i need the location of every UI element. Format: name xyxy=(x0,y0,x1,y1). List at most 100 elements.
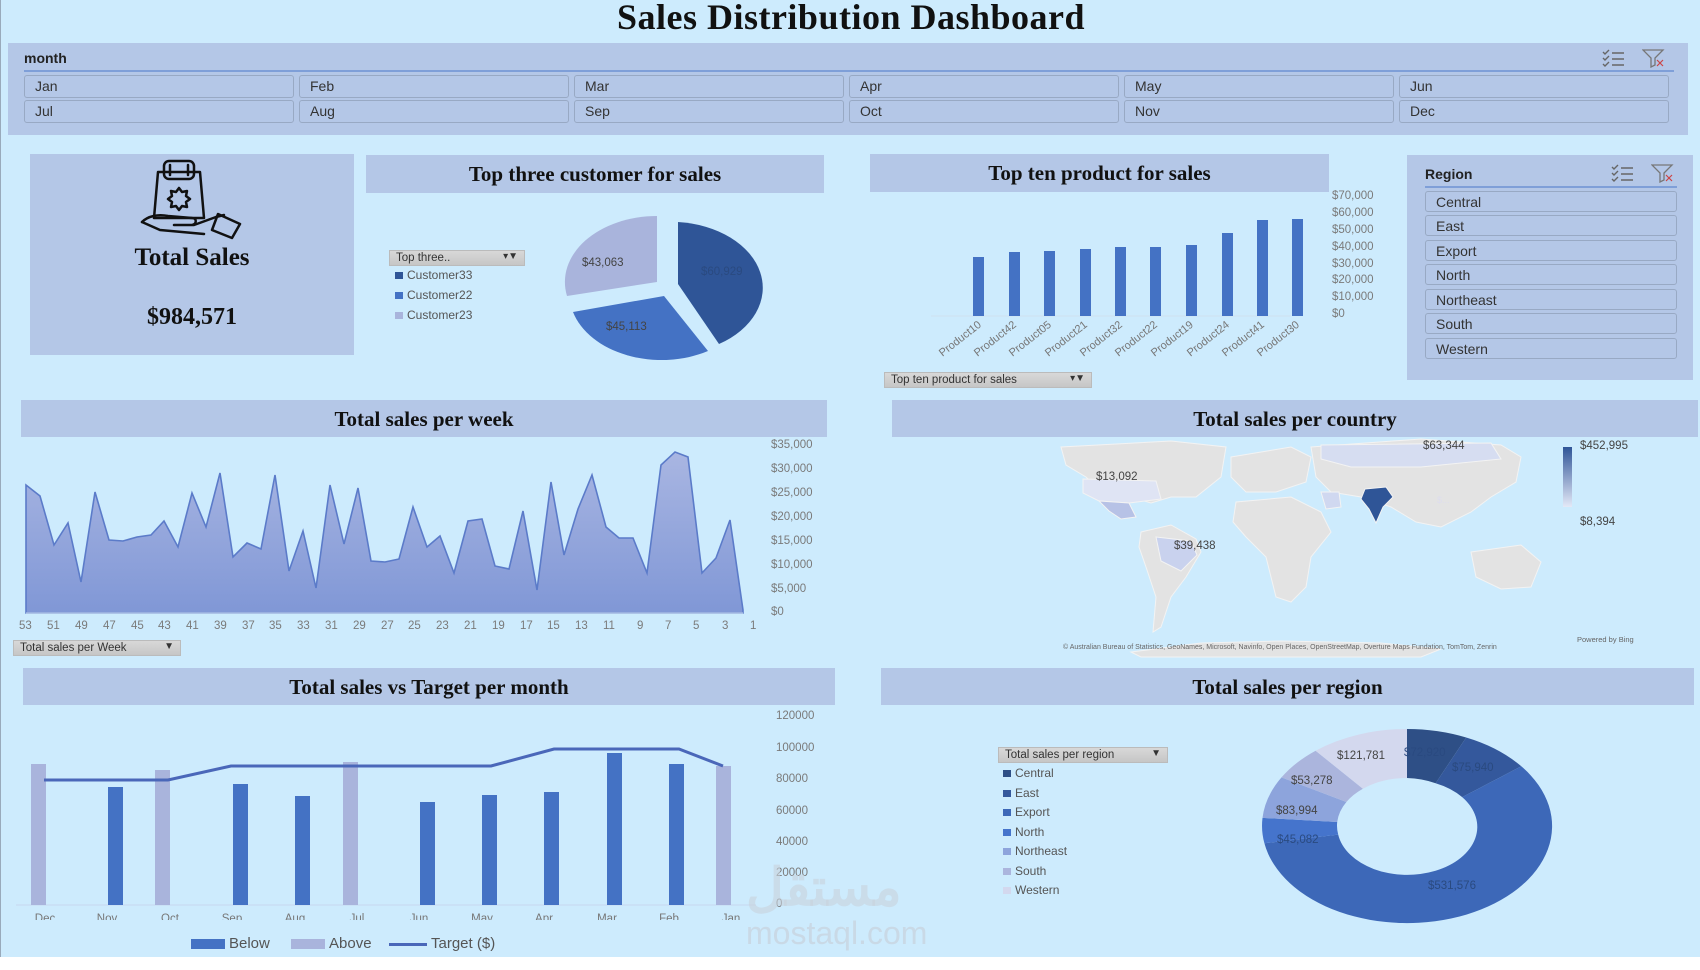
weekly-area-chart xyxy=(25,451,744,614)
month-item-jan[interactable]: Jan xyxy=(24,75,294,98)
region-item-north[interactable]: North xyxy=(1425,264,1677,285)
multi-select-icon[interactable] xyxy=(1611,164,1635,182)
region-item-east[interactable]: East xyxy=(1425,215,1677,236)
legend-item: Customer33 xyxy=(395,268,472,282)
bar-below-may xyxy=(482,795,497,905)
total-sales-label: Total Sales xyxy=(134,244,250,271)
month-item-feb[interactable]: Feb xyxy=(299,75,569,98)
month-item-oct[interactable]: Oct xyxy=(849,100,1119,123)
map-india xyxy=(1360,486,1394,525)
map-antarctica xyxy=(1129,640,1442,658)
map-attribution: © Australian Bureau of Statistics, GeoNa… xyxy=(1063,644,1497,651)
region-item-central[interactable]: Central xyxy=(1425,191,1677,212)
legend-item: South xyxy=(1003,864,1046,878)
legend-item: East xyxy=(1003,786,1039,800)
x-tick: Mar xyxy=(597,913,617,920)
bar-above-jul xyxy=(343,762,358,905)
target-line xyxy=(44,747,724,782)
legend-item: Customer23 xyxy=(395,308,472,322)
weekly-field-label: Total sales per Week xyxy=(20,642,127,654)
donut-label-north: $45,082 xyxy=(1277,834,1319,846)
clear-filter-icon[interactable] xyxy=(1651,163,1675,183)
region-slicer-title: Region xyxy=(1425,166,1473,182)
map-russia xyxy=(1320,442,1502,468)
top-customers-field-button[interactable]: Top three.. ▾▼ xyxy=(389,250,525,266)
month-item-mar[interactable]: Mar xyxy=(574,75,844,98)
weekly-header: Total sales per week xyxy=(21,400,827,437)
bar-below-aug xyxy=(295,796,310,905)
month-item-dec[interactable]: Dec xyxy=(1399,100,1669,123)
x-tick: Jan xyxy=(722,913,741,920)
month-item-apr[interactable]: Apr xyxy=(849,75,1119,98)
monthly-header: Total sales vs Target per month xyxy=(23,668,835,705)
map-brazil xyxy=(1155,536,1198,572)
bar-above-dec xyxy=(31,764,46,905)
month-item-jul[interactable]: Jul xyxy=(24,100,294,123)
map-powered-by: Powered by Bing xyxy=(1577,635,1634,644)
x-tick: Nov xyxy=(97,913,118,920)
legend-target: Target ($) xyxy=(389,935,495,952)
legend-item: Western xyxy=(1003,883,1059,897)
x-tick: Apr xyxy=(535,913,553,920)
bar-below-nov xyxy=(108,787,123,905)
bar-below-feb xyxy=(669,764,684,905)
page-title: Sales Distribution Dashboard xyxy=(616,0,1086,37)
x-tick: Jun xyxy=(410,913,429,920)
x-tick: Dec xyxy=(35,913,56,920)
region-chart-header: Total sales per region xyxy=(881,668,1694,705)
legend-item: Export xyxy=(1003,805,1050,819)
top-customers-pie-chart xyxy=(564,215,763,360)
bar-below-jun xyxy=(420,802,435,905)
donut-label-south: $53,278 xyxy=(1291,775,1333,787)
legend-above: Above xyxy=(291,935,372,952)
dropdown-icon: ▼ xyxy=(1151,748,1161,759)
watermark-latin: mostaql.com xyxy=(746,915,928,951)
map-australia xyxy=(1470,544,1542,590)
clear-filter-icon[interactable] xyxy=(1642,48,1666,68)
map-label-brazil: $39,438 xyxy=(1174,540,1216,552)
region-item-northeast[interactable]: Northeast xyxy=(1425,289,1677,310)
map-europe xyxy=(1230,446,1312,493)
donut-label-northeast: $83,994 xyxy=(1276,805,1318,817)
map-scale-max: $452,995 xyxy=(1580,440,1628,452)
pie-slice-customer33 xyxy=(678,222,763,344)
dropdown-icon: ▼ xyxy=(164,641,174,652)
map-label-usa: $13,092 xyxy=(1096,471,1138,483)
region-item-western[interactable]: Western xyxy=(1425,338,1677,359)
pie-slice-customer22 xyxy=(573,296,708,360)
region-chart-field-label: Total sales per region xyxy=(1005,749,1115,761)
region-slicer-divider xyxy=(1425,186,1677,188)
donut-label-western: $121,781 xyxy=(1337,750,1385,762)
region-item-export[interactable]: Export xyxy=(1425,240,1677,261)
pie-slice-customer23 xyxy=(564,215,657,296)
month-item-jun[interactable]: Jun xyxy=(1399,75,1669,98)
map-color-scale xyxy=(1563,447,1572,507)
region-donut-chart xyxy=(1262,729,1553,924)
month-item-sep[interactable]: Sep xyxy=(574,100,844,123)
legend-below: Below xyxy=(191,935,270,952)
region-item-south[interactable]: South xyxy=(1425,313,1677,334)
top-products-field-label: Top ten product for sales xyxy=(891,374,1017,386)
bar-above-oct xyxy=(155,770,170,905)
legend-item: Northeast xyxy=(1003,844,1067,858)
pie-label-customer23: $43,063 xyxy=(582,257,624,269)
multi-select-icon[interactable] xyxy=(1602,49,1626,67)
month-item-may[interactable]: May xyxy=(1124,75,1394,98)
bar-above-jan xyxy=(716,766,731,905)
region-slicer: Region Central East Export North Northea… xyxy=(1407,155,1693,380)
month-item-aug[interactable]: Aug xyxy=(299,100,569,123)
shopping-bag-hand-icon xyxy=(140,159,242,240)
region-chart-field-button[interactable]: Total sales per region ▼ xyxy=(998,747,1168,763)
monthly-combo-chart: Dec Nov Oct Sep Aug Jul Jun May Apr Mar … xyxy=(16,747,756,920)
weekly-field-button[interactable]: Total sales per Week ▼ xyxy=(13,640,181,656)
top-customers-field-label: Top three.. xyxy=(396,252,451,264)
month-item-nov[interactable]: Nov xyxy=(1124,100,1394,123)
total-sales-value: $984,571 xyxy=(147,304,237,330)
filter-dropdown-icon: ▾▼ xyxy=(1070,373,1085,384)
donut-label-central: $72,920 xyxy=(1404,747,1446,759)
pie-label-customer33: $60,929 xyxy=(701,266,743,278)
top-products-field-button[interactable]: Top ten product for sales ▾▼ xyxy=(884,372,1092,388)
x-tick: Oct xyxy=(161,913,180,920)
legend-item: Customer22 xyxy=(395,288,472,302)
